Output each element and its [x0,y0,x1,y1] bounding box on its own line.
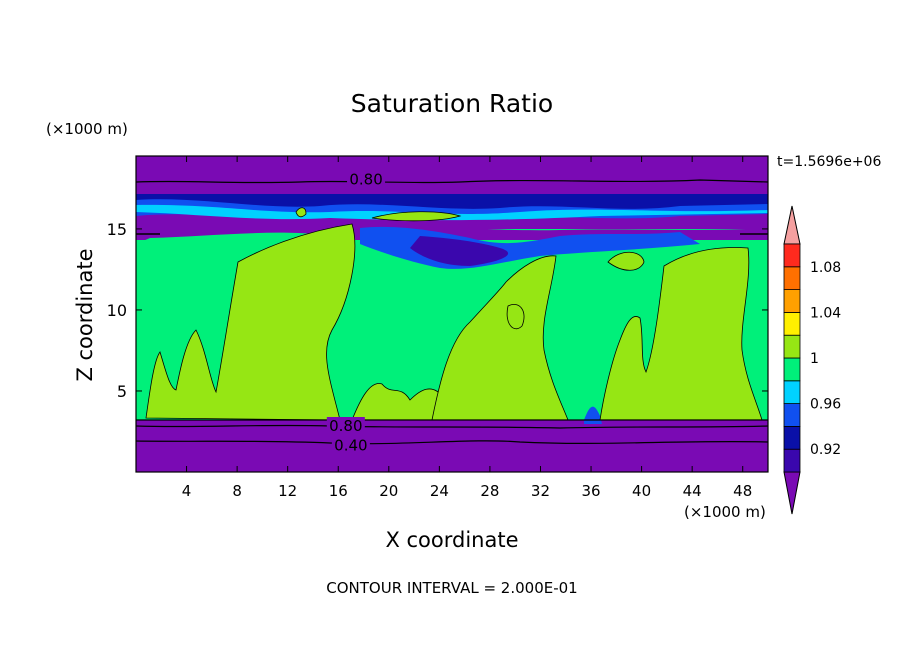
colorbar-band [783,266,801,290]
field-blob-dark [410,236,509,266]
colorbar-lower-triangle [783,471,801,515]
contour-labels: 0.800.800.40 [326,170,386,454]
x-unit-label: (×1000 m) [684,503,766,521]
x-tick-label: 36 [581,482,600,500]
colorbar: 0.92 0.96 1 1.04 1.08 [783,205,841,515]
chart-title: Saturation Ratio [351,89,553,118]
x-tick-label: 40 [632,482,651,500]
colorbar-upper-triangle [783,205,801,245]
colorbar-band [783,243,801,268]
contour-label: 0.40 [334,436,367,454]
contour-label-bg [331,436,370,452]
colorbar-band [783,448,801,473]
field-cells [145,207,763,421]
x-tick-label: 24 [430,482,449,500]
colorbar-tick-label: 1.08 [810,260,841,276]
x-tick-label: 44 [683,482,702,500]
plot-frame [135,155,769,473]
y-tick-label: 15 [107,220,127,239]
contour-line-080-upper [136,179,768,184]
colorbar-band [783,357,801,382]
y-axis-title: Z coordinate [73,248,97,381]
x-tick-label: 48 [733,482,752,500]
x-axis-title: X coordinate [385,528,518,552]
x-tick-label: 32 [531,482,550,500]
x-tick-label: 8 [232,482,242,500]
time-label: t=1.5696e+06 [777,154,881,170]
colorbar-tick-label: 1 [810,351,819,367]
x-tick-label: 16 [329,482,348,500]
colorbar-band [783,289,801,313]
x-tick-label: 12 [278,482,297,500]
colorbar-band [783,425,801,450]
x-tick-label: 28 [480,482,499,500]
contour-label: 0.80 [329,417,362,435]
x-tick-label: 20 [379,482,398,500]
y-tick-label: 5 [117,382,127,401]
colorbar-tick-label: 0.96 [810,397,841,413]
colorbar-tick-label: 1.04 [810,305,841,321]
contour-field [136,156,768,472]
colorbar-band [783,380,801,404]
field-layer-upper-cyan [136,204,768,221]
contour-line-040 [136,440,768,445]
field-layer-lower-dry [136,420,768,472]
colorbar-band [783,334,801,359]
colorbar-band [783,311,801,336]
colorbar-tick-label: 0.92 [810,442,841,458]
x-axis: 4 8 12 16 20 24 28 32 36 40 44 48 [182,156,752,500]
contour-label-bg [347,170,386,186]
contour-label: 0.80 [349,171,382,189]
x-tick-label: 4 [182,482,192,500]
contour-line-080-lower [136,424,768,429]
y-unit-label: (×1000 m) [46,120,128,138]
y-axis: 5 10 15 [107,220,768,401]
y-tick-label: 10 [107,301,127,320]
colorbar-band [783,403,801,427]
contour-interval-label: CONTOUR INTERVAL = 2.000E-01 [326,579,577,597]
contour-label-bg [326,417,365,433]
